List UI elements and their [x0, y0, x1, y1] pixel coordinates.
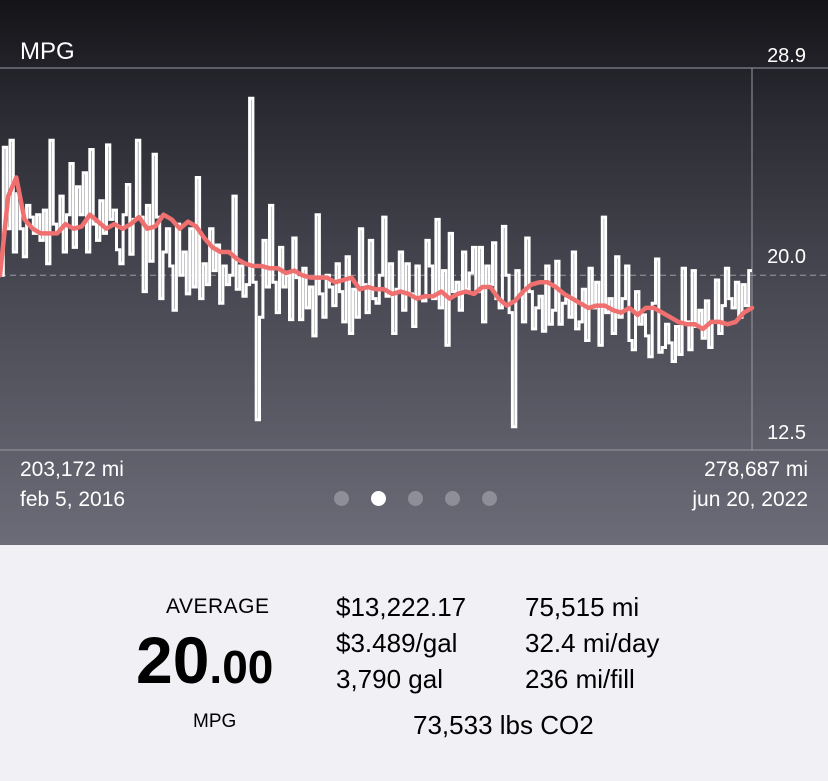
end-odometer: 278,687 mi — [704, 458, 808, 481]
average-decimal: .00 — [209, 641, 274, 693]
mpg-running-average-series — [0, 175, 755, 332]
page-indicator[interactable] — [334, 491, 497, 506]
average-label: AVERAGE — [166, 595, 270, 618]
page-dot-5[interactable] — [482, 491, 497, 506]
average-integer: 20 — [136, 623, 210, 697]
page-dot-2[interactable] — [371, 491, 386, 506]
average-value: 20.00 — [136, 627, 273, 693]
co2-emissions: 73,533 lbs CO2 — [413, 710, 594, 740]
chart-title: MPG — [20, 38, 75, 65]
mpg-fillup-series — [0, 96, 752, 429]
total-gallons: 3,790 gal — [336, 664, 443, 694]
end-date: jun 20, 2022 — [692, 488, 808, 511]
price-per-gallon: $3.489/gal — [336, 628, 458, 658]
summary-panel: AVERAGE 20.00 MPG $13,222.17 $3.489/gal … — [0, 545, 828, 781]
page-dot-4[interactable] — [445, 491, 460, 506]
chart-panel[interactable]: MPG 28.9 20.0 12.5 203,172 mi feb 5, 201… — [0, 0, 828, 545]
average-unit: MPG — [193, 711, 237, 732]
mpg-chart[interactable] — [0, 0, 828, 545]
y-tick-max: 28.9 — [767, 45, 806, 67]
miles-per-day: 32.4 mi/day — [525, 628, 660, 658]
y-tick-min: 12.5 — [767, 422, 806, 444]
page-dot-1[interactable] — [334, 491, 349, 506]
page-dot-3[interactable] — [408, 491, 423, 506]
start-odometer: 203,172 mi — [20, 458, 124, 481]
y-tick-mid: 20.0 — [767, 246, 806, 268]
total-cost: $13,222.17 — [336, 592, 467, 622]
miles-per-fill: 236 mi/fill — [525, 664, 635, 694]
total-distance: 75,515 mi — [525, 592, 640, 622]
start-date: feb 5, 2016 — [20, 488, 126, 511]
